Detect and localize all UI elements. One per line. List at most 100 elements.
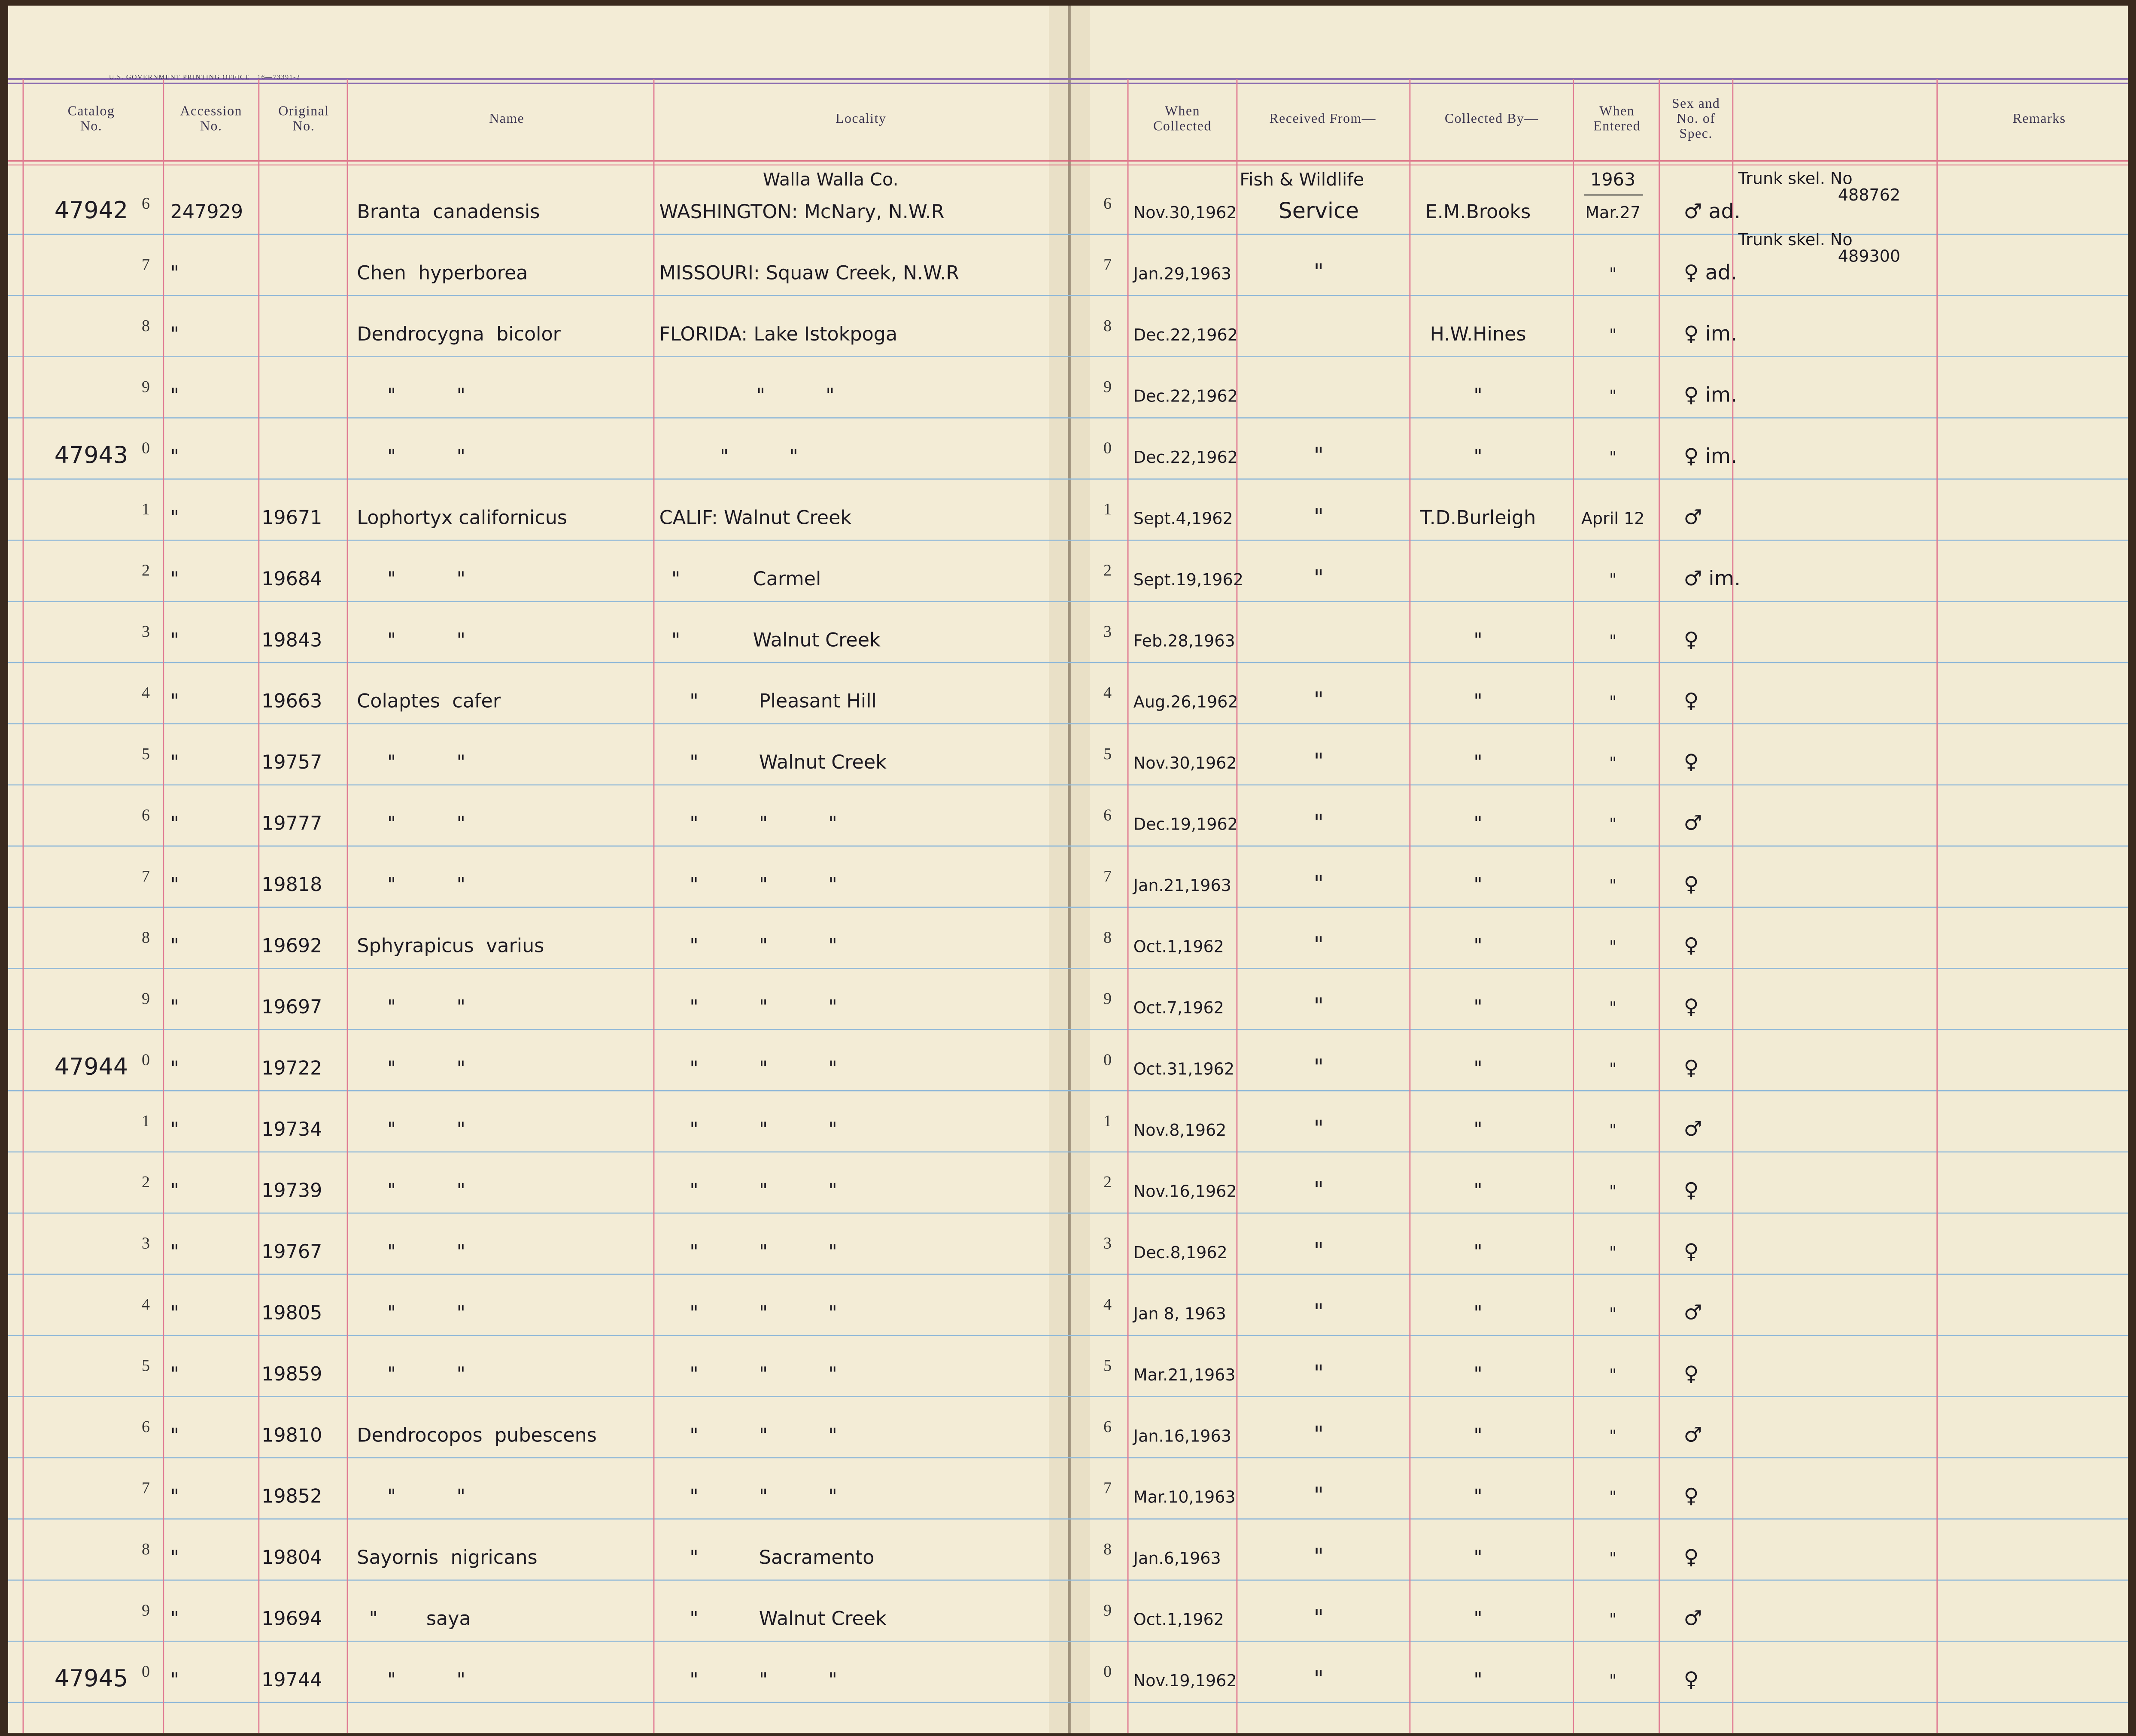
sex-cell: ♀ im. bbox=[1684, 444, 1738, 468]
loc-cell: " " " bbox=[659, 1058, 837, 1079]
ent-cell: " bbox=[1609, 998, 1617, 1017]
ent-cell: Mar.27 bbox=[1585, 203, 1641, 222]
column-header: No. bbox=[80, 118, 102, 133]
digit-cell: 8 bbox=[142, 317, 150, 335]
digit-cell: 0 bbox=[142, 1663, 150, 1681]
name-cell: " saya bbox=[357, 1608, 471, 1630]
loc-cell: FLORIDA: Lake Istokpoga bbox=[659, 323, 897, 345]
name-cell: " " bbox=[357, 629, 465, 651]
coll-cell: " bbox=[1474, 1119, 1482, 1140]
acc-cell: " bbox=[170, 935, 179, 957]
sex-cell: ♀ bbox=[1684, 1056, 1699, 1080]
sex-cell: ♀ bbox=[1684, 1178, 1699, 1202]
recv-cell: " bbox=[1314, 871, 1324, 896]
when-cell: Feb.28,1963 bbox=[1133, 631, 1235, 650]
digit-cell: 6 bbox=[142, 1418, 150, 1436]
column-header: Name bbox=[489, 111, 524, 126]
when-cell: Jan.29,1963 bbox=[1133, 265, 1231, 283]
coll-cell: " bbox=[1474, 1302, 1482, 1324]
name-cell: " " bbox=[357, 568, 465, 590]
name-cell: Chen hyperborea bbox=[357, 262, 528, 284]
when-cell: Dec.19,1962 bbox=[1133, 815, 1238, 834]
ent-cell: " bbox=[1609, 325, 1617, 344]
ent-cell: " bbox=[1609, 570, 1617, 589]
digit-cell: 7 bbox=[142, 255, 150, 274]
coll-cell: " bbox=[1474, 1180, 1482, 1201]
digit-cell: 9 bbox=[142, 378, 150, 396]
digit-cell: 0 bbox=[142, 1051, 150, 1069]
column-header: Sex and bbox=[1672, 96, 1720, 111]
sex-cell: ♀ bbox=[1684, 689, 1699, 713]
orig-cell: 19744 bbox=[261, 1669, 322, 1691]
loc-cell: WASHINGTON: McNary, N.W.R bbox=[659, 201, 945, 223]
sex-cell: ♂ bbox=[1684, 1423, 1702, 1447]
right-page bbox=[1070, 6, 2128, 1733]
when-cell: Oct.31,1962 bbox=[1133, 1060, 1234, 1079]
rdigit-cell: 5 bbox=[1103, 1357, 1112, 1375]
acc-cell: " bbox=[170, 568, 179, 590]
recv-cell: " bbox=[1314, 1055, 1324, 1080]
name-cell: Sphyrapicus varius bbox=[357, 935, 544, 957]
orig-cell: 19804 bbox=[261, 1547, 322, 1569]
loc-cell: " Pleasant Hill bbox=[659, 690, 877, 712]
ent-cell: " bbox=[1609, 1426, 1617, 1445]
digit-cell: 9 bbox=[142, 990, 150, 1008]
recv-note: Fish & Wildlife bbox=[1240, 169, 1364, 190]
orig-cell: 19671 bbox=[261, 507, 322, 529]
digit-cell: 1 bbox=[142, 1112, 150, 1130]
name-cell: " " bbox=[357, 384, 465, 406]
prefix-cell: 47943 bbox=[55, 441, 128, 468]
recv-cell: " bbox=[1314, 932, 1324, 958]
recv-cell: " bbox=[1314, 748, 1324, 774]
ent-cell: " bbox=[1609, 631, 1617, 650]
recv-cell: " bbox=[1314, 1605, 1324, 1630]
coll-cell: " bbox=[1474, 1608, 1482, 1630]
rdigit-cell: 5 bbox=[1103, 745, 1112, 763]
name-cell: Branta canadensis bbox=[357, 201, 540, 223]
coll-cell: " bbox=[1474, 1486, 1482, 1508]
acc-cell: " bbox=[170, 813, 179, 835]
acc-cell: " bbox=[170, 1424, 179, 1446]
loc-cell: " Walnut Creek bbox=[659, 1608, 887, 1630]
loc-cell: " " " bbox=[659, 1180, 837, 1201]
coll-cell: H.W.Hines bbox=[1430, 323, 1526, 345]
rdigit-cell: 0 bbox=[1103, 1051, 1112, 1069]
acc-cell: " bbox=[170, 384, 179, 406]
recv-cell: " bbox=[1314, 810, 1324, 835]
sex-cell: ♀ im. bbox=[1684, 383, 1738, 407]
digit-cell: 4 bbox=[142, 1295, 150, 1313]
acc-cell: " bbox=[170, 996, 179, 1018]
digit-cell: 3 bbox=[142, 1234, 150, 1253]
digit-cell: 8 bbox=[142, 928, 150, 946]
orig-cell: 19859 bbox=[261, 1363, 322, 1385]
sex-cell: ♂ im. bbox=[1684, 567, 1741, 590]
rdigit-cell: 7 bbox=[1103, 255, 1112, 274]
remarks-line: 489300 bbox=[1838, 246, 1900, 265]
ent-cell: " bbox=[1609, 1671, 1617, 1690]
digit-cell: 5 bbox=[142, 1357, 150, 1375]
orig-cell: 19722 bbox=[261, 1058, 322, 1079]
sex-cell: ♀ bbox=[1684, 1484, 1699, 1508]
rdigit-cell: 8 bbox=[1103, 928, 1112, 946]
acc-cell: " bbox=[170, 262, 179, 284]
column-header: Catalog bbox=[68, 103, 115, 119]
rdigit-cell: 6 bbox=[1103, 806, 1112, 824]
name-cell: Dendrocopos pubescens bbox=[357, 1424, 597, 1446]
column-header: When bbox=[1165, 103, 1200, 119]
prefix-cell: 47944 bbox=[55, 1053, 128, 1080]
digit-cell: 6 bbox=[142, 195, 150, 213]
recv-cell: " bbox=[1314, 993, 1324, 1018]
when-cell: Aug.26,1962 bbox=[1133, 693, 1238, 711]
remarks-line: Trunk skel. No bbox=[1738, 230, 1853, 249]
ent-cell: " bbox=[1609, 937, 1617, 956]
orig-cell: 19694 bbox=[261, 1608, 322, 1630]
recv-cell: " bbox=[1314, 1544, 1324, 1569]
recv-cell: " bbox=[1314, 1360, 1324, 1386]
loc-cell: " Sacramento bbox=[659, 1547, 875, 1569]
acc-cell: " bbox=[170, 1180, 179, 1201]
remarks-line: 488762 bbox=[1838, 185, 1900, 204]
coll-cell: " bbox=[1474, 1241, 1482, 1263]
when-cell: Sept.4,1962 bbox=[1133, 509, 1233, 528]
